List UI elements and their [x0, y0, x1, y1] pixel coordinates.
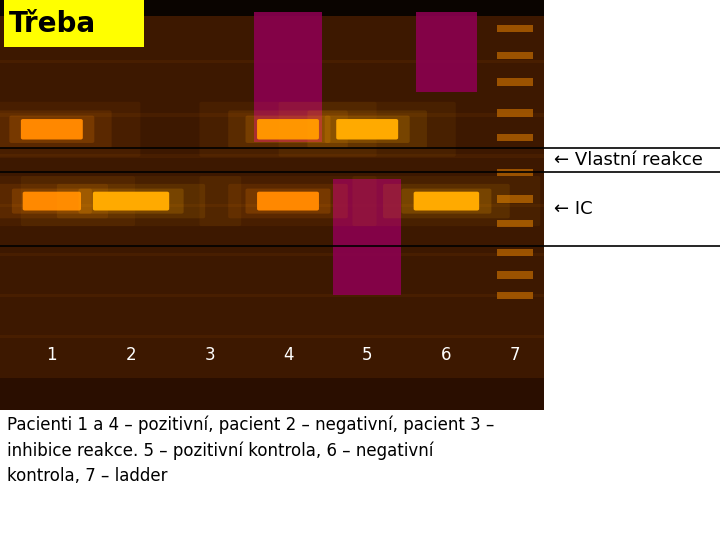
FancyBboxPatch shape: [228, 110, 348, 148]
Bar: [497, 134, 533, 141]
Bar: [497, 249, 533, 256]
FancyBboxPatch shape: [413, 192, 480, 211]
Bar: [0, 294, 544, 297]
Bar: [497, 271, 533, 279]
Bar: [0, 12, 544, 377]
FancyBboxPatch shape: [57, 184, 205, 218]
Text: 7: 7: [510, 346, 520, 364]
Text: 6: 6: [441, 346, 451, 364]
Bar: [0, 0, 544, 16]
FancyBboxPatch shape: [199, 176, 377, 226]
Text: Pacienti 1 a 4 – pozitivní, pacient 2 – negativní, pacient 3 –
inhibice reakce. : Pacienti 1 a 4 – pozitivní, pacient 2 – …: [7, 416, 495, 485]
FancyBboxPatch shape: [9, 116, 94, 143]
Text: 3: 3: [205, 346, 215, 364]
FancyBboxPatch shape: [21, 176, 241, 226]
FancyBboxPatch shape: [246, 116, 330, 143]
Bar: [4, 0, 144, 47]
Text: ← Vlastní reakce: ← Vlastní reakce: [554, 151, 703, 169]
FancyBboxPatch shape: [0, 176, 135, 226]
Bar: [0, 204, 544, 207]
FancyBboxPatch shape: [307, 110, 427, 148]
FancyBboxPatch shape: [279, 102, 456, 157]
FancyBboxPatch shape: [199, 102, 377, 157]
Bar: [0, 154, 544, 158]
Bar: [497, 52, 533, 59]
Text: ← IC: ← IC: [554, 200, 593, 218]
FancyBboxPatch shape: [0, 184, 108, 218]
Bar: [0, 335, 544, 338]
Bar: [497, 220, 533, 227]
FancyBboxPatch shape: [336, 119, 398, 139]
FancyBboxPatch shape: [0, 110, 112, 148]
Bar: [0, 253, 544, 256]
Bar: [497, 25, 533, 32]
Bar: [497, 195, 533, 202]
FancyBboxPatch shape: [78, 188, 184, 214]
FancyBboxPatch shape: [383, 184, 510, 218]
FancyBboxPatch shape: [257, 119, 319, 139]
Bar: [497, 109, 533, 117]
Text: 5: 5: [362, 346, 372, 364]
FancyBboxPatch shape: [12, 188, 92, 214]
Bar: [497, 168, 533, 176]
Text: 1: 1: [47, 346, 57, 364]
Text: Třeba: Třeba: [9, 10, 96, 38]
Bar: [0, 113, 544, 117]
Bar: [0, 60, 544, 63]
FancyBboxPatch shape: [0, 102, 140, 157]
FancyBboxPatch shape: [21, 119, 83, 139]
Bar: [416, 12, 477, 92]
Text: 2: 2: [126, 346, 136, 364]
FancyBboxPatch shape: [246, 188, 330, 214]
Bar: [497, 292, 533, 299]
Bar: [333, 179, 402, 295]
FancyBboxPatch shape: [353, 176, 540, 226]
FancyBboxPatch shape: [325, 116, 410, 143]
FancyBboxPatch shape: [402, 188, 491, 214]
Bar: [254, 12, 323, 141]
FancyBboxPatch shape: [93, 192, 169, 211]
FancyBboxPatch shape: [257, 192, 319, 211]
FancyBboxPatch shape: [228, 184, 348, 218]
Bar: [0, 0, 544, 410]
Text: 4: 4: [283, 346, 293, 364]
Bar: [497, 78, 533, 86]
FancyBboxPatch shape: [22, 192, 81, 211]
